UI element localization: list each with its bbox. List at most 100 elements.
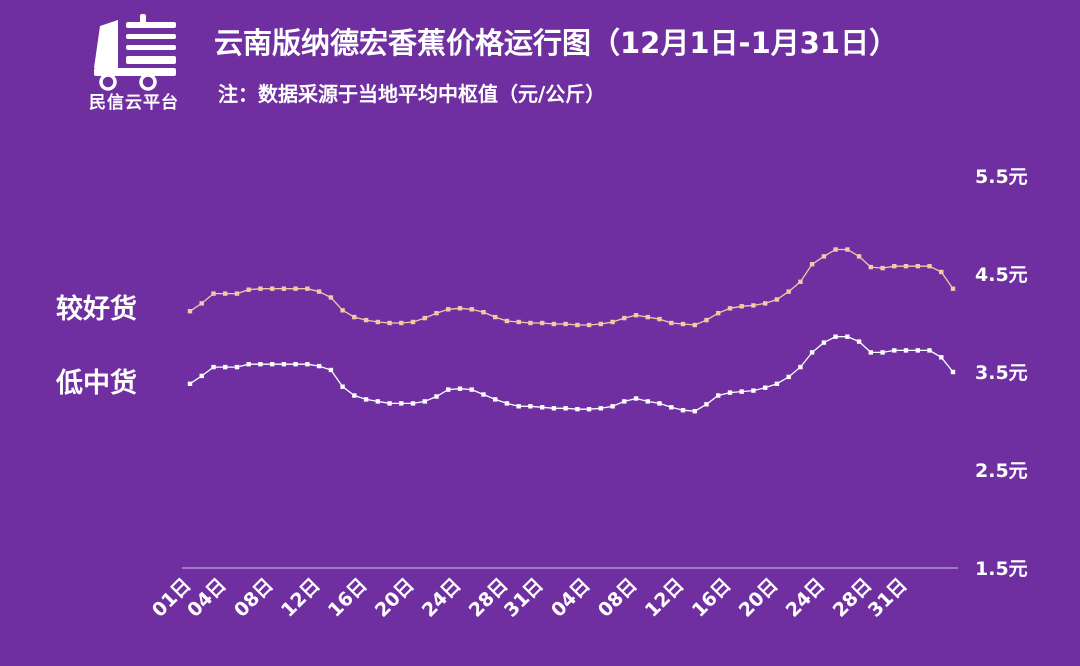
data-point xyxy=(199,301,204,306)
x-tick-label: 12日 xyxy=(641,574,689,622)
x-tick-label: 20日 xyxy=(371,574,419,622)
data-point xyxy=(305,286,310,291)
data-point xyxy=(328,367,334,373)
data-point xyxy=(410,319,416,325)
data-point xyxy=(892,264,897,269)
data-point xyxy=(845,334,850,339)
data-point xyxy=(809,262,815,267)
data-point xyxy=(645,314,650,320)
data-point xyxy=(516,404,521,409)
data-point xyxy=(316,363,322,369)
data-point xyxy=(586,322,592,328)
data-point xyxy=(258,362,263,367)
data-point xyxy=(187,381,193,386)
data-point xyxy=(622,399,627,404)
data-point xyxy=(399,401,404,406)
data-point xyxy=(281,286,287,291)
data-point xyxy=(716,311,721,316)
data-point xyxy=(727,306,733,311)
data-point xyxy=(868,264,873,270)
data-point xyxy=(751,303,756,308)
x-tick-label: 12日 xyxy=(277,574,325,622)
x-tick-label: 01日 xyxy=(148,574,196,622)
data-point xyxy=(821,340,827,345)
data-point xyxy=(551,321,557,327)
data-point xyxy=(504,318,510,324)
data-point xyxy=(387,320,392,326)
data-point xyxy=(927,348,932,353)
logo-text: 民信云平台 xyxy=(89,93,179,113)
data-point xyxy=(387,401,392,406)
data-point xyxy=(434,311,439,316)
data-point xyxy=(270,286,275,291)
data-point xyxy=(833,334,838,339)
data-point xyxy=(610,404,615,409)
data-point xyxy=(293,286,298,291)
data-point xyxy=(610,319,615,325)
data-point xyxy=(293,362,298,367)
x-tick-label: 04日 xyxy=(183,574,231,622)
x-tick-label: 04日 xyxy=(547,574,595,622)
x-tick-label: 20日 xyxy=(735,574,783,622)
data-point xyxy=(939,355,944,360)
series-line-1 xyxy=(189,336,954,412)
data-point xyxy=(692,409,697,414)
data-point xyxy=(504,401,510,406)
data-point xyxy=(363,397,369,402)
data-point xyxy=(868,350,873,355)
data-point xyxy=(833,247,838,252)
data-point xyxy=(352,314,357,320)
data-point xyxy=(223,364,228,370)
data-point xyxy=(316,289,322,294)
x-tick-label: 16日 xyxy=(688,574,736,622)
data-point xyxy=(915,348,920,353)
data-point xyxy=(880,350,885,355)
data-point xyxy=(763,385,768,390)
data-point xyxy=(774,381,780,386)
x-tick-label: 24日 xyxy=(418,574,466,622)
data-point xyxy=(410,401,416,406)
data-point xyxy=(446,387,451,392)
data-point xyxy=(481,310,486,315)
data-point xyxy=(786,289,791,294)
chart-subtitle: 注：数据采源于当地平均中枢值（元/公斤） xyxy=(218,82,606,106)
data-point xyxy=(375,319,380,325)
y-tick-label: 1.5元 xyxy=(975,558,1028,580)
y-tick-label: 3.5元 xyxy=(975,362,1028,384)
data-point xyxy=(446,307,451,312)
data-point xyxy=(680,408,686,413)
data-point xyxy=(939,269,944,275)
data-point xyxy=(258,286,263,291)
data-point xyxy=(340,384,345,389)
data-point xyxy=(774,297,780,302)
data-point xyxy=(375,399,380,404)
data-point xyxy=(246,362,251,367)
data-point xyxy=(704,402,709,407)
x-tick-label: 31日 xyxy=(864,574,912,622)
data-point xyxy=(786,374,791,380)
data-point xyxy=(739,389,744,394)
y-tick-label: 5.5元 xyxy=(975,166,1028,188)
data-point xyxy=(739,304,744,309)
data-point xyxy=(363,317,369,323)
data-point xyxy=(211,291,216,296)
data-point xyxy=(469,307,474,312)
y-tick-label: 2.5元 xyxy=(975,460,1028,482)
data-point xyxy=(187,309,193,314)
data-point xyxy=(915,264,920,269)
data-point xyxy=(234,364,240,370)
data-point xyxy=(798,364,803,370)
logo-icon xyxy=(94,14,176,91)
data-point xyxy=(422,399,427,404)
data-point xyxy=(598,406,603,411)
data-point xyxy=(399,320,404,326)
data-point xyxy=(246,287,251,292)
data-point xyxy=(657,316,662,322)
data-point xyxy=(305,362,310,367)
data-point xyxy=(633,313,639,318)
data-point xyxy=(493,314,498,320)
data-point xyxy=(352,393,357,398)
data-point xyxy=(551,406,557,411)
data-point xyxy=(270,362,275,367)
data-point xyxy=(950,369,956,375)
